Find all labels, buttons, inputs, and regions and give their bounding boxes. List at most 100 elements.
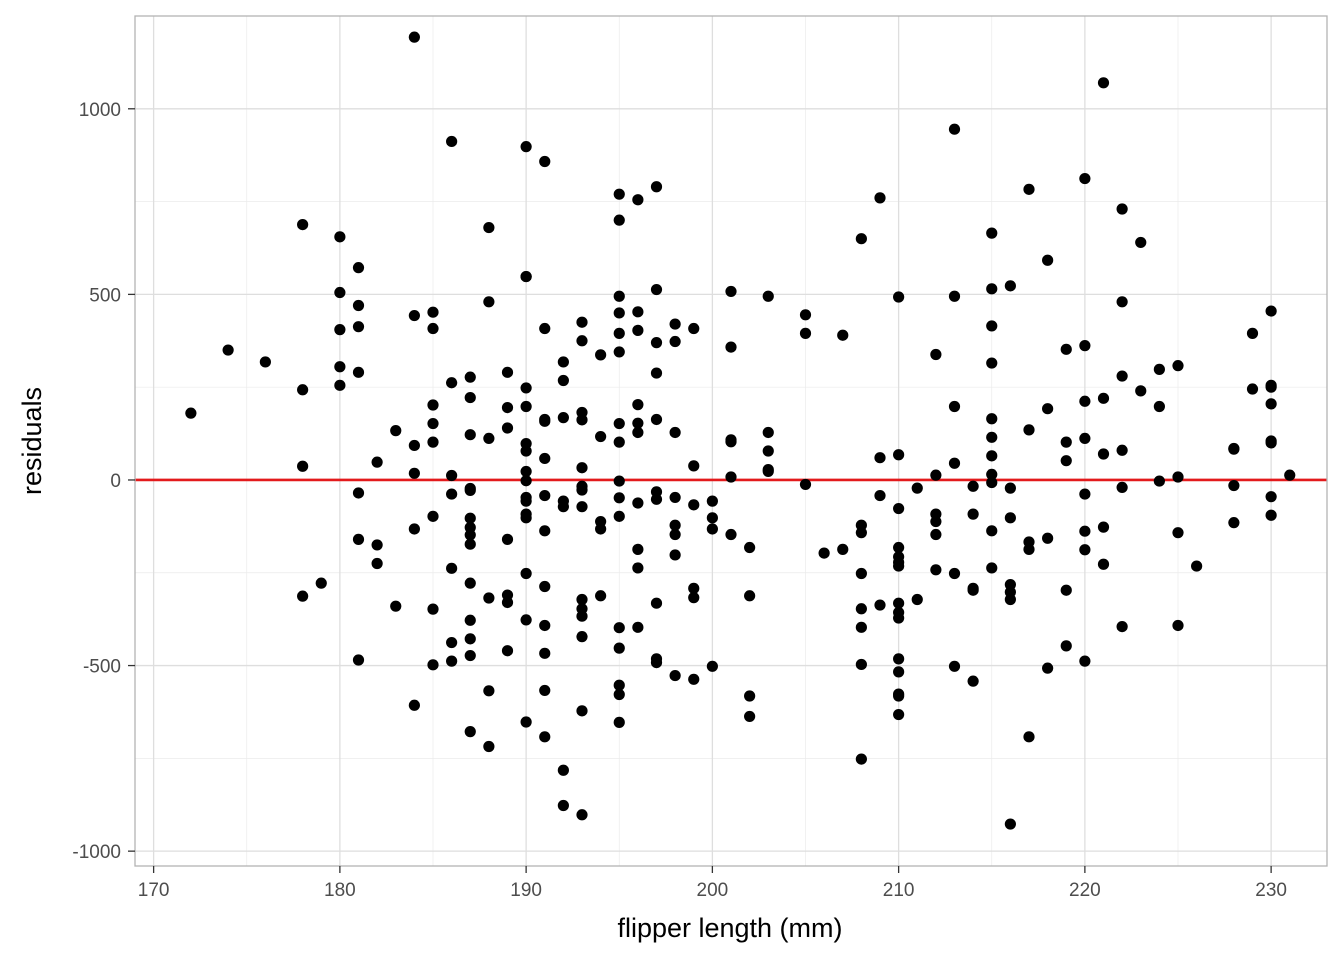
data-point bbox=[632, 417, 644, 429]
data-point bbox=[986, 468, 998, 481]
data-point bbox=[967, 584, 979, 596]
data-point bbox=[1097, 77, 1110, 89]
data-point bbox=[595, 430, 607, 443]
data-point bbox=[352, 654, 365, 666]
data-point bbox=[744, 690, 756, 702]
data-point bbox=[911, 482, 923, 494]
data-point bbox=[613, 492, 625, 504]
x-axis-title: flipper length (mm) bbox=[617, 913, 842, 943]
data-point bbox=[893, 597, 905, 609]
data-point bbox=[1079, 655, 1091, 667]
data-point bbox=[986, 431, 998, 443]
data-point bbox=[632, 399, 644, 411]
data-point bbox=[948, 123, 961, 135]
data-point bbox=[576, 316, 588, 328]
data-point bbox=[613, 417, 625, 430]
data-point bbox=[688, 582, 700, 594]
data-point bbox=[334, 324, 346, 336]
data-point bbox=[762, 465, 774, 478]
data-point bbox=[315, 577, 327, 589]
data-point bbox=[557, 356, 569, 368]
data-point bbox=[967, 480, 979, 492]
data-point bbox=[1191, 560, 1203, 572]
x-tick-label: 180 bbox=[324, 880, 356, 901]
data-point bbox=[557, 501, 569, 513]
data-point bbox=[576, 631, 588, 643]
data-point bbox=[688, 499, 700, 511]
data-point bbox=[911, 593, 923, 606]
data-point bbox=[1023, 424, 1035, 436]
data-point bbox=[855, 567, 867, 580]
data-point bbox=[818, 547, 830, 559]
data-point bbox=[446, 562, 458, 574]
data-point bbox=[464, 726, 476, 738]
data-point bbox=[259, 356, 271, 368]
data-point bbox=[408, 467, 420, 479]
data-point bbox=[874, 452, 886, 464]
data-point bbox=[967, 508, 979, 520]
data-point bbox=[837, 543, 849, 555]
data-point bbox=[483, 740, 495, 753]
data-point bbox=[1116, 203, 1128, 215]
data-point bbox=[632, 426, 644, 439]
data-point bbox=[893, 708, 905, 721]
data-point bbox=[893, 653, 905, 665]
data-point bbox=[669, 669, 681, 682]
data-point bbox=[855, 603, 867, 615]
data-point bbox=[539, 525, 551, 537]
x-tick-label: 200 bbox=[697, 880, 729, 901]
data-point bbox=[390, 600, 402, 612]
data-point bbox=[893, 449, 905, 461]
data-point bbox=[986, 476, 998, 489]
data-point bbox=[1116, 370, 1128, 382]
data-point bbox=[464, 633, 476, 645]
data-point bbox=[576, 610, 588, 622]
data-point bbox=[1265, 381, 1277, 393]
data-point bbox=[744, 590, 756, 602]
data-point bbox=[334, 361, 346, 373]
data-point bbox=[650, 493, 663, 505]
data-point bbox=[1079, 432, 1091, 445]
data-point bbox=[520, 716, 532, 728]
data-point bbox=[613, 688, 625, 701]
data-point bbox=[1116, 481, 1128, 493]
data-points bbox=[185, 31, 1296, 830]
data-point bbox=[1284, 469, 1296, 481]
data-point bbox=[669, 549, 681, 561]
data-point bbox=[1079, 488, 1091, 500]
data-point bbox=[520, 614, 532, 626]
data-point bbox=[557, 799, 569, 812]
data-point bbox=[613, 188, 625, 200]
data-point bbox=[464, 429, 476, 441]
x-tick-label: 230 bbox=[1255, 880, 1287, 901]
data-point bbox=[613, 327, 625, 339]
x-tick-label: 190 bbox=[510, 880, 542, 901]
data-point bbox=[986, 357, 998, 369]
data-point bbox=[576, 593, 588, 606]
data-point bbox=[501, 533, 514, 545]
data-point bbox=[1228, 517, 1240, 529]
data-point bbox=[613, 716, 625, 728]
data-point bbox=[1004, 280, 1016, 292]
data-point bbox=[1004, 593, 1016, 606]
data-point bbox=[595, 590, 607, 602]
data-point bbox=[1172, 471, 1184, 483]
data-point bbox=[1097, 392, 1110, 404]
data-point bbox=[539, 647, 551, 659]
data-point bbox=[446, 135, 458, 148]
data-point bbox=[501, 401, 514, 414]
data-point bbox=[371, 539, 383, 551]
data-point bbox=[1060, 455, 1072, 467]
data-point bbox=[1060, 640, 1072, 652]
data-point bbox=[483, 685, 495, 697]
data-point bbox=[520, 270, 532, 283]
data-point bbox=[1265, 509, 1277, 521]
data-point bbox=[669, 335, 681, 348]
data-point bbox=[613, 510, 625, 522]
data-point bbox=[706, 512, 718, 524]
data-point bbox=[483, 592, 495, 604]
data-point bbox=[1042, 532, 1054, 544]
y-axis-ticks: -1000 -500 0 500 1000 bbox=[72, 100, 135, 863]
data-point bbox=[632, 543, 644, 555]
